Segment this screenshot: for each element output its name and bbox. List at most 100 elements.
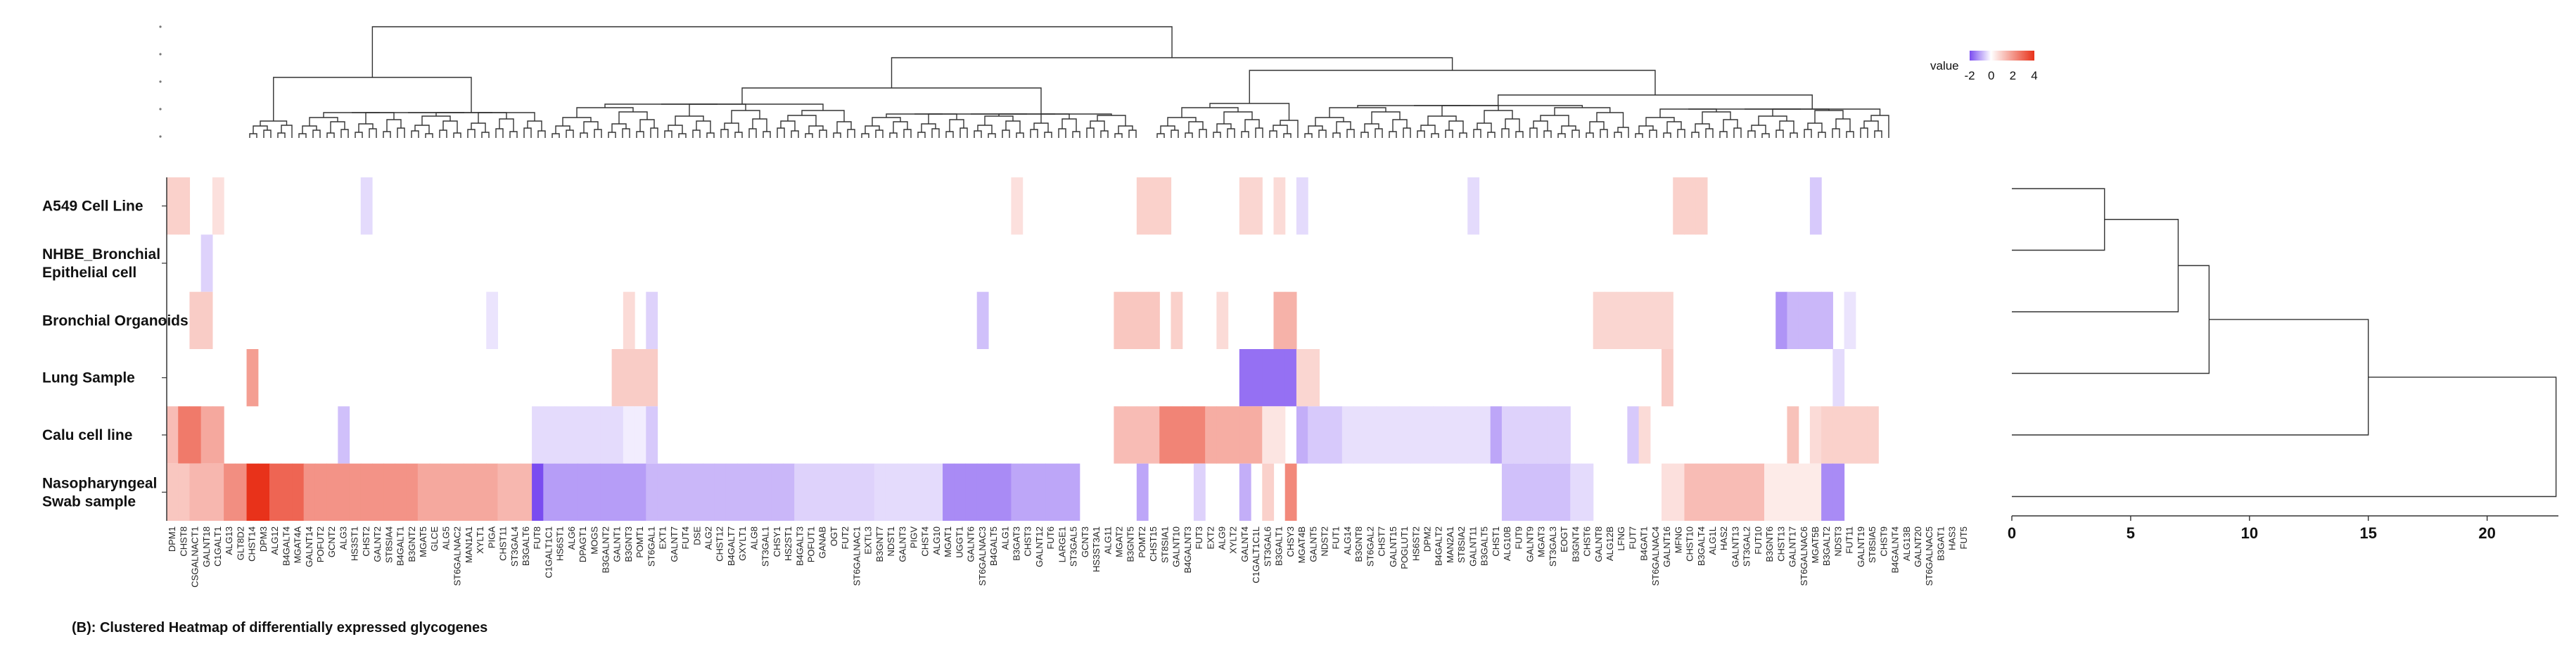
column-label: ST3GAL4: [509, 526, 520, 567]
heatmap-cell: [851, 463, 864, 521]
dendrogram-branch: [696, 120, 711, 133]
heatmap-cell: [1821, 291, 1833, 349]
heatmap-cell: [543, 463, 556, 521]
dendrogram-branch: [971, 113, 1112, 115]
heatmap-cell: [1490, 406, 1503, 464]
dendrogram-branch: [1596, 112, 1624, 127]
column-label: ST6GALNAC4: [1650, 526, 1661, 586]
column-label: B3GALT4: [1696, 526, 1707, 566]
heatmap-cell: [235, 463, 248, 521]
dendrogram-branch: [1719, 131, 1728, 138]
heatmap-cell: [1832, 463, 1845, 521]
heatmap-cell: [988, 463, 1000, 521]
column-label: GALNT15: [1388, 526, 1398, 567]
column-label: GALNT19: [1856, 526, 1866, 567]
heatmap-cell: [520, 463, 533, 521]
dendrogram-branch: [1691, 132, 1700, 138]
column-label: CHSY1: [772, 526, 782, 557]
dendrogram-branch: [748, 128, 757, 138]
dendrogram-branch: [1336, 121, 1351, 133]
heatmap-cell: [943, 463, 955, 521]
heatmap-cell: [1524, 406, 1537, 464]
heatmap-cell: [178, 463, 191, 521]
column-label: ST6GALNAC3: [977, 526, 988, 586]
heatmap-cell: [257, 463, 270, 521]
heatmap-cell: [1513, 463, 1525, 521]
heatmap-cell: [1136, 406, 1149, 464]
column-label: XYLT2: [1228, 526, 1239, 554]
column-label: ST6GALNAC2: [452, 526, 463, 586]
dendrogram-branch: [1846, 131, 1854, 138]
heatmap-cell: [1559, 406, 1571, 464]
heatmap-cell: [1410, 406, 1422, 464]
row-label: Lung Sample: [42, 370, 135, 386]
heatmap-cell: [486, 291, 499, 349]
row-label: Swab sample: [42, 493, 136, 510]
row-dendrogram-branch: [2012, 377, 2557, 498]
dendrogram-branch: [650, 127, 658, 138]
column-label: ST8SIA5: [1867, 526, 1877, 563]
heatmap-cell: [714, 463, 727, 521]
row-dendrogram-branch: [2012, 319, 2369, 436]
column-label: B3GALT5: [1479, 526, 1490, 566]
column-label: ST6GALNAC1: [851, 526, 862, 586]
dendrogram-branch: [499, 118, 514, 132]
dendrogram-branch: [1571, 129, 1580, 138]
dendrogram-branch: [1273, 125, 1288, 134]
heatmap-cell: [1159, 406, 1172, 464]
column-label: GALNT10: [1171, 526, 1182, 567]
heatmap-cell: [178, 406, 191, 464]
heatmap-cell: [737, 463, 749, 521]
dendrogram-branch: [355, 132, 363, 138]
dendrogram-branch: [1723, 119, 1738, 132]
dendrogram-branch: [1745, 108, 1881, 115]
dendrogram-branch: [478, 112, 507, 123]
dendrogram-branch: [1663, 132, 1671, 138]
dendrogram-branch: [551, 133, 560, 138]
heatmap-cell: [1467, 406, 1480, 464]
heatmap-cell: [828, 463, 841, 521]
column-label: GCNT2: [326, 526, 337, 557]
column-label: B4GALT1: [395, 526, 406, 566]
row-label: Calu cell line: [42, 427, 132, 443]
heatmap-cell: [1627, 406, 1640, 464]
row-dendrogram-axis: 0 5 10 15 20: [2008, 515, 2558, 542]
dendrogram-branch: [1448, 120, 1464, 133]
dendrogram-branch: [371, 26, 1173, 77]
axis-tick-label: 15: [2359, 524, 2376, 542]
dendrogram-branch: [1090, 120, 1105, 131]
row-label: Bronchial Organoids: [42, 312, 189, 329]
dendrogram-branch: [893, 121, 908, 133]
heatmap-cell: [566, 463, 578, 521]
heatmap-cell: [1136, 291, 1149, 349]
dendrogram-branch: [917, 132, 926, 138]
column-label: GALNT5: [1308, 526, 1318, 562]
heatmap-cell: [862, 463, 875, 521]
dendrogram-branch: [1807, 122, 1823, 132]
heatmap-cell: [200, 406, 213, 464]
column-label: B4GAT1: [1639, 526, 1650, 561]
dendrogram-branch: [928, 113, 957, 124]
column-label: GALNT20: [1913, 526, 1923, 567]
dendrogram-branch: [1505, 118, 1520, 132]
column-label: DPM1: [167, 526, 177, 552]
dendrogram-branch: [945, 131, 954, 138]
dendrogram-branch: [1870, 115, 1889, 138]
heatmap-cell: [1775, 463, 1788, 521]
heatmap-cell: [1456, 406, 1468, 464]
dendrogram-branch: [411, 130, 419, 138]
heatmap-cell: [1547, 406, 1560, 464]
dendrogram-branch: [833, 132, 841, 138]
dendrogram-branch: [383, 131, 391, 138]
dendrogram-branch: [1702, 111, 1731, 124]
heatmap-cell: [1673, 177, 1685, 235]
dendrogram-branch: [1156, 133, 1165, 138]
dendrogram-branch: [1705, 128, 1714, 138]
column-label: ALG1L: [1707, 526, 1718, 555]
heatmap-cell: [1719, 463, 1730, 521]
heatmap-cell: [292, 463, 305, 521]
legend-tick-label: 4: [2031, 69, 2037, 82]
column-label: MGAT5B: [1810, 526, 1821, 564]
column-label: LARGE1: [1057, 526, 1067, 562]
heatmap-cell: [1707, 463, 1719, 521]
